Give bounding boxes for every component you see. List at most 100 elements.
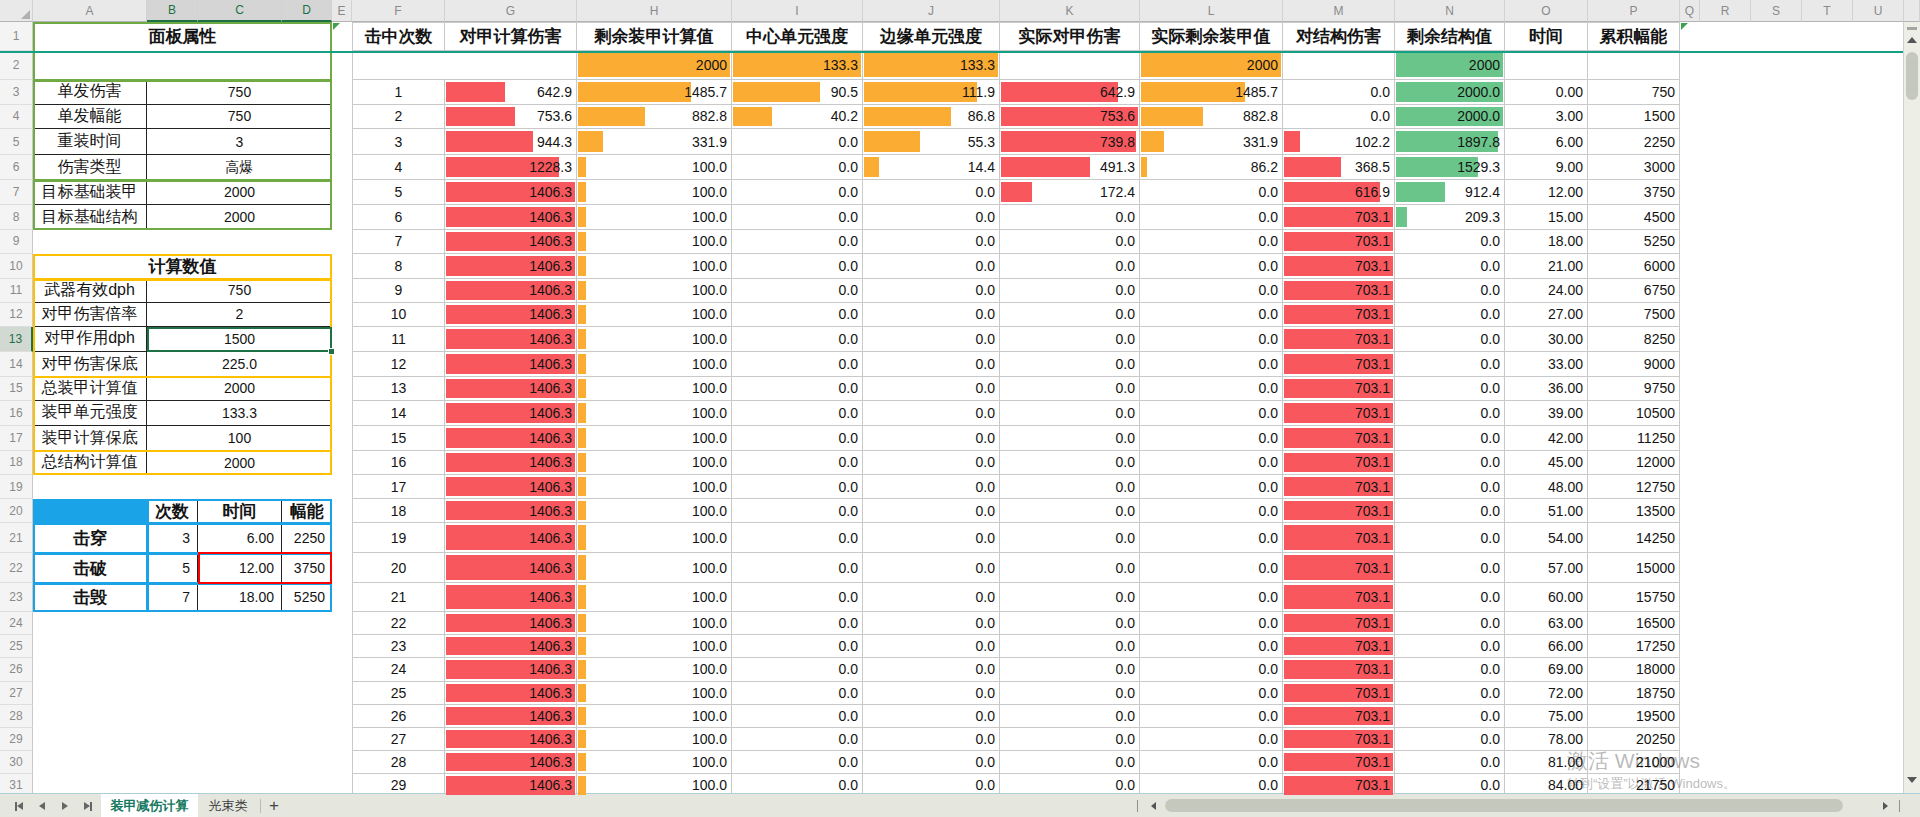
cell-M30[interactable]: 703.1 [1283,751,1395,774]
calc-label-17[interactable]: 装甲计算保底 [33,426,147,451]
cell-I23[interactable]: 0.0 [732,583,863,611]
cell-H26[interactable]: 100.0 [577,658,732,681]
column-header-E[interactable]: E [332,0,352,22]
cell-N4[interactable]: 2000.0 [1395,105,1505,130]
cell-G10[interactable]: 1406.3 [445,254,577,279]
cell-F12[interactable]: 10 [352,303,445,327]
cell-N5[interactable]: 1897.8 [1395,129,1505,155]
cell-I16[interactable]: 0.0 [732,401,863,426]
cell-O24[interactable]: 63.00 [1505,612,1588,635]
cell-P22[interactable]: 15000 [1588,553,1680,583]
cell-F25[interactable]: 23 [352,635,445,658]
cell-L3[interactable]: 1485.7 [1140,80,1283,104]
column-header-O[interactable]: O [1505,0,1588,22]
cell-H7[interactable]: 100.0 [577,180,732,205]
cell-K17[interactable]: 0.0 [1000,426,1140,451]
cell-O9[interactable]: 18.00 [1505,230,1588,255]
cell-K27[interactable]: 0.0 [1000,682,1140,705]
cell-N29[interactable]: 0.0 [1395,728,1505,751]
calc-value-14[interactable]: 225.0 [147,352,332,377]
cell-N23[interactable]: 0.0 [1395,583,1505,611]
cell-L9[interactable]: 0.0 [1140,230,1283,255]
cell-L16[interactable]: 0.0 [1140,401,1283,426]
result-label-23[interactable]: 击毁 [33,583,147,611]
row-header-11[interactable]: 11 [0,279,33,303]
cell-H16[interactable]: 100.0 [577,401,732,426]
cell-K29[interactable]: 0.0 [1000,728,1140,751]
cell-M15[interactable]: 703.1 [1283,377,1395,401]
cell-F21[interactable]: 19 [352,523,445,553]
cell-J26[interactable]: 0.0 [863,658,1000,681]
cell-K9[interactable]: 0.0 [1000,230,1140,255]
cell-O5[interactable]: 6.00 [1505,129,1588,155]
cell-J20[interactable]: 0.0 [863,499,1000,523]
cell-P4[interactable]: 1500 [1588,105,1680,130]
cell-J27[interactable]: 0.0 [863,682,1000,705]
cell-L20[interactable]: 0.0 [1140,499,1283,523]
cell-I28[interactable]: 0.0 [732,705,863,728]
cell-G11[interactable]: 1406.3 [445,279,577,303]
column-header-H[interactable]: H [577,0,732,22]
cell-P18[interactable]: 12000 [1588,451,1680,475]
cell-L12[interactable]: 0.0 [1140,303,1283,327]
cell-K20[interactable]: 0.0 [1000,499,1140,523]
cell-N11[interactable]: 0.0 [1395,279,1505,303]
result-value-B21[interactable]: 3 [147,523,198,553]
column-header-D[interactable]: D [282,0,332,22]
cell-H17[interactable]: 100.0 [577,426,732,451]
row-header-27[interactable]: 27 [0,682,33,705]
cell-H8[interactable]: 100.0 [577,205,732,230]
calc-value-18[interactable]: 2000 [147,451,332,475]
panel-value-5[interactable]: 3 [147,129,332,155]
cell-G13[interactable]: 1406.3 [445,327,577,352]
cell-M14[interactable]: 703.1 [1283,352,1395,377]
cell-O26[interactable]: 69.00 [1505,658,1588,681]
panel-label-8[interactable]: 目标基础结构 [33,205,147,230]
row-header-19[interactable]: 19 [0,475,33,499]
row-header-1[interactable]: 1 [0,22,33,51]
cell-L8[interactable]: 0.0 [1140,205,1283,230]
cell-F18[interactable]: 16 [352,451,445,475]
row-header-30[interactable]: 30 [0,751,33,774]
cell-I25[interactable]: 0.0 [732,635,863,658]
cell-K7[interactable]: 172.4 [1000,180,1140,205]
calc-label-11[interactable]: 武器有效dph [33,279,147,303]
column-header-I[interactable]: I [732,0,863,22]
cell-O23[interactable]: 60.00 [1505,583,1588,611]
cell-M11[interactable]: 703.1 [1283,279,1395,303]
cell-O20[interactable]: 51.00 [1505,499,1588,523]
cell-O19[interactable]: 48.00 [1505,475,1588,499]
column-header-G[interactable]: G [445,0,577,22]
cell-J4[interactable]: 86.8 [863,105,1000,130]
row-header-28[interactable]: 28 [0,705,33,728]
cell-N21[interactable]: 0.0 [1395,523,1505,553]
result-value-C23[interactable]: 18.00 [198,583,282,611]
cell-L30[interactable]: 0.0 [1140,751,1283,774]
main-header-N1[interactable]: 剩余结构值 [1395,22,1505,51]
cell-H24[interactable]: 100.0 [577,612,732,635]
cell-F3[interactable]: 1 [352,80,445,104]
panel-value-4[interactable]: 750 [147,105,332,130]
cell-J2[interactable]: 133.3 [863,51,1000,80]
cell-F19[interactable]: 17 [352,475,445,499]
cell-N15[interactable]: 0.0 [1395,377,1505,401]
first-sheet-icon[interactable] [8,794,30,817]
cell-P20[interactable]: 13500 [1588,499,1680,523]
row-header-4[interactable]: 4 [0,105,33,130]
cell-N18[interactable]: 0.0 [1395,451,1505,475]
cell-M8[interactable]: 703.1 [1283,205,1395,230]
cell-M4[interactable]: 0.0 [1283,105,1395,130]
row-header-26[interactable]: 26 [0,658,33,681]
row-header-16[interactable]: 16 [0,401,33,426]
panel-label-5[interactable]: 重装时间 [33,129,147,155]
calc-value-12[interactable]: 2 [147,303,332,327]
cell-I7[interactable]: 0.0 [732,180,863,205]
cell-G25[interactable]: 1406.3 [445,635,577,658]
result-value-C21[interactable]: 6.00 [198,523,282,553]
cell-N30[interactable]: 0.0 [1395,751,1505,774]
cell-P26[interactable]: 18000 [1588,658,1680,681]
cell-N9[interactable]: 0.0 [1395,230,1505,255]
cell-I12[interactable]: 0.0 [732,303,863,327]
cell-I20[interactable]: 0.0 [732,499,863,523]
cell-L5[interactable]: 331.9 [1140,129,1283,155]
